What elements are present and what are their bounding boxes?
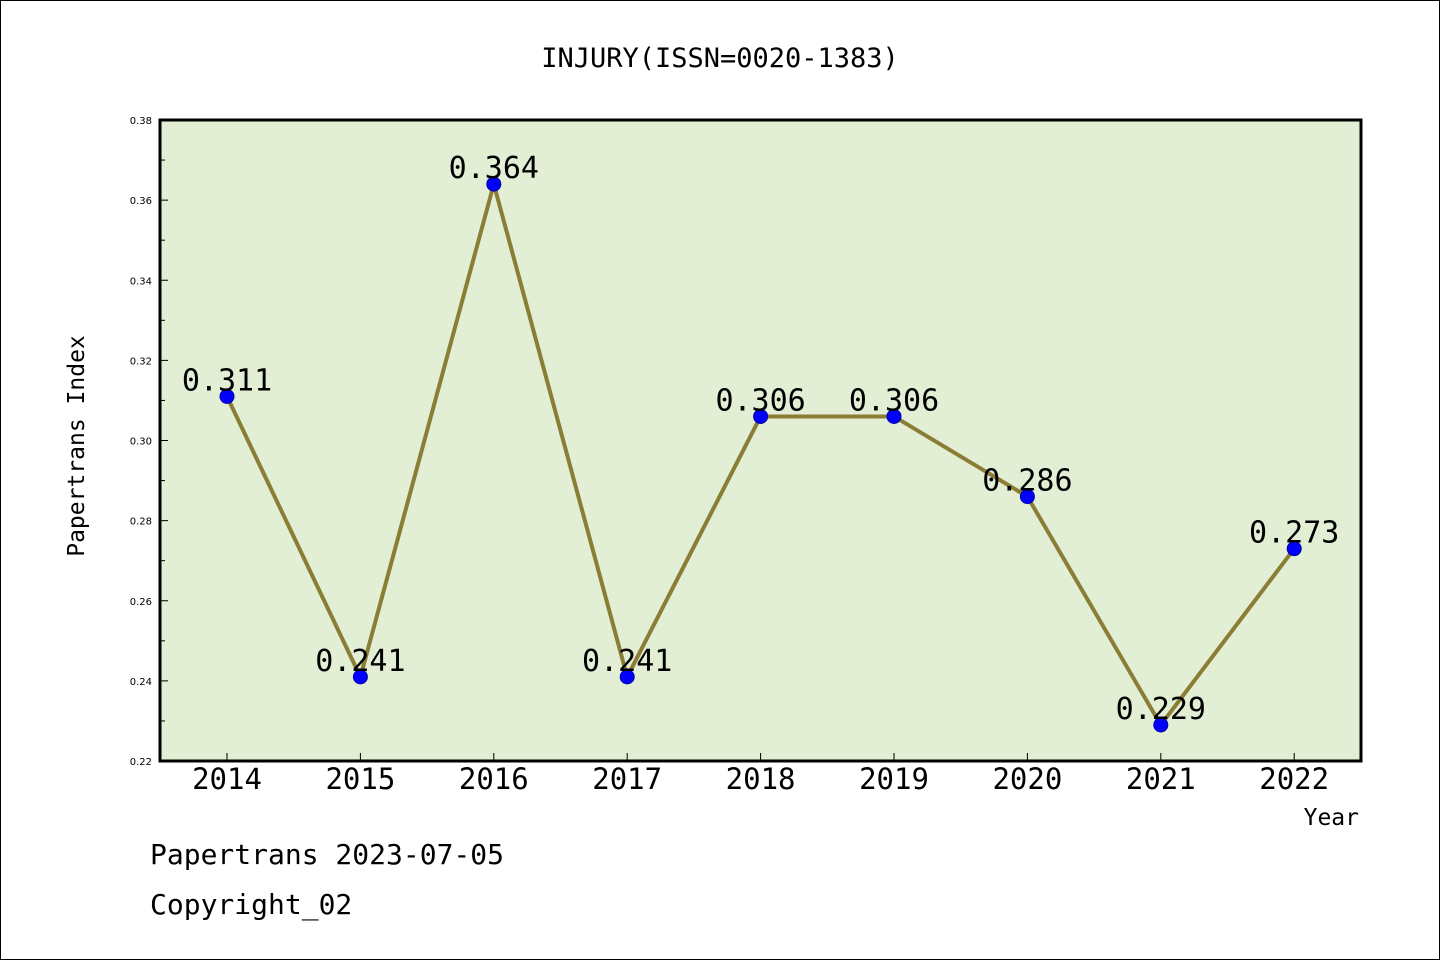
x-axis: 2014 2015 2016 2017 2018 2019 2020 2021 2022 bbox=[192, 753, 1329, 796]
data-points bbox=[219, 176, 1302, 733]
data-point bbox=[352, 669, 368, 685]
x-tick-label: 2018 bbox=[726, 762, 796, 796]
data-point bbox=[1286, 541, 1302, 557]
plot-area bbox=[158, 118, 1363, 763]
data-point bbox=[619, 669, 635, 685]
y-tick-label: 0.32 bbox=[130, 356, 152, 367]
data-point bbox=[753, 408, 769, 424]
y-axis-label: Papertrans Index bbox=[64, 335, 90, 557]
data-label: 0.229 bbox=[1116, 692, 1206, 727]
y-tick-label: 0.22 bbox=[130, 757, 152, 768]
data-point bbox=[486, 176, 502, 192]
x-tick-label: 2022 bbox=[1259, 762, 1329, 796]
x-tick-label: 2017 bbox=[592, 762, 662, 796]
y-tick-label: 0.28 bbox=[130, 517, 152, 528]
data-label: 0.286 bbox=[982, 464, 1072, 499]
footer-copyright: Copyright_02 bbox=[150, 888, 352, 922]
data-point bbox=[1019, 489, 1035, 505]
y-tick-label: 0.34 bbox=[130, 276, 152, 287]
data-label: 0.306 bbox=[849, 383, 939, 418]
data-label: 0.311 bbox=[182, 363, 272, 398]
y-axis: 0.22 0.24 0.26 0.28 0.30 0.32 0.34 0.36 0.38 bbox=[130, 116, 168, 768]
data-label: 0.241 bbox=[582, 644, 672, 679]
data-label: 0.306 bbox=[715, 383, 805, 418]
data-label: 0.364 bbox=[449, 151, 539, 186]
y-tick-label: 0.36 bbox=[130, 196, 152, 207]
data-point bbox=[219, 388, 235, 404]
data-point bbox=[1153, 717, 1169, 733]
x-tick-label: 2021 bbox=[1126, 762, 1196, 796]
chart-title: INJURY(ISSN=0020-1383) bbox=[541, 43, 899, 74]
x-tick-label: 2016 bbox=[459, 762, 529, 796]
y-tick-label: 0.30 bbox=[130, 437, 152, 448]
y-tick-label: 0.26 bbox=[130, 597, 152, 608]
x-tick-label: 2014 bbox=[192, 762, 262, 796]
x-axis-label: Year bbox=[1304, 805, 1359, 831]
x-tick-label: 2019 bbox=[859, 762, 929, 796]
x-tick-label: 2020 bbox=[992, 762, 1062, 796]
x-tick-label: 2015 bbox=[325, 762, 395, 796]
y-tick-label: 0.24 bbox=[130, 677, 152, 688]
data-point bbox=[886, 408, 902, 424]
data-label: 0.273 bbox=[1249, 516, 1339, 551]
data-label: 0.241 bbox=[315, 644, 405, 679]
data-labels: 0.311 0.241 0.364 0.241 0.306 0.306 0.286 0.229… bbox=[182, 151, 1340, 727]
footer-date: Papertrans 2023-07-05 bbox=[150, 838, 504, 871]
y-tick-label: 0.38 bbox=[130, 116, 152, 127]
